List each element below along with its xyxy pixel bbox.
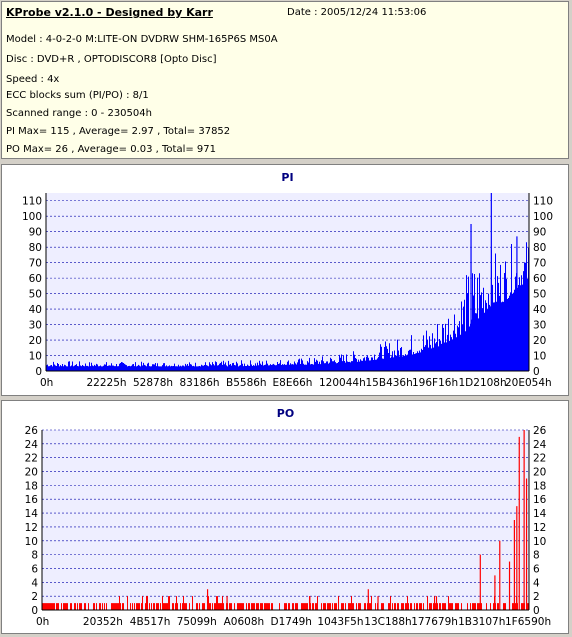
x-tick-label: D1749h <box>271 616 312 628</box>
x-tick-label: 15B436h <box>366 377 413 389</box>
y-tick-label-left: 24 <box>25 439 39 451</box>
y-tick-label-right: 14 <box>533 508 547 520</box>
x-tick-label: 13C188h <box>364 616 411 628</box>
y-tick-label-left: 8 <box>31 550 38 562</box>
y-tick-label-left: 30 <box>29 320 42 332</box>
y-tick-label-right: 70 <box>533 258 546 270</box>
info-panel: KProbe v2.1.0 - Designed by Karr Date : … <box>1 1 569 159</box>
y-tick-label-left: 80 <box>29 242 42 254</box>
y-tick-label-right: 20 <box>533 467 546 479</box>
y-tick-label-right: 26 <box>533 425 547 437</box>
x-tick-label: 4B517h <box>130 616 171 628</box>
series-bars <box>46 193 529 371</box>
scan-date: Date : 2005/12/24 11:53:06 <box>287 7 427 18</box>
y-tick-label-left: 22 <box>25 453 38 465</box>
y-tick-label-left: 4 <box>31 577 38 589</box>
y-tick-label-left: 14 <box>25 508 39 520</box>
po-chart-panel: PO 0 0 2 2 4 4 6 6 8 8 10 10 12 12 14 14 16 16 18 18 20 20 22 22… <box>1 400 569 634</box>
y-tick-label-right: 12 <box>533 522 546 534</box>
y-tick-label-left: 40 <box>29 304 42 316</box>
y-tick-label-right: 50 <box>533 289 546 301</box>
x-tick-label: 75099h <box>177 616 217 628</box>
x-tick-label: 1F6590h <box>505 616 551 628</box>
speed-line: Speed : 4x <box>6 74 60 85</box>
y-tick-label-right: 90 <box>533 227 546 239</box>
y-tick-label-right: 18 <box>533 480 546 492</box>
ecc-line: ECC blocks sum (PI/PO) : 8/1 <box>6 90 149 101</box>
y-tick-label-left: 18 <box>25 480 38 492</box>
y-tick-label-left: 12 <box>25 522 38 534</box>
pi-chart: PI 0 0 10 10 20 20 30 30 40 40 50 50 60 60 70 70 80 80 90 90… <box>22 171 553 389</box>
x-tick-label: B5586h <box>226 377 267 389</box>
x-tick-label: 52878h <box>133 377 173 389</box>
y-tick-label-left: 20 <box>29 335 42 347</box>
y-tick-label-right: 10 <box>533 351 546 363</box>
x-tick-label: A0608h <box>224 616 265 628</box>
y-tick-label-right: 20 <box>533 335 546 347</box>
y-tick-label-right: 0 <box>533 605 540 617</box>
y-tick-label-right: 40 <box>533 304 546 316</box>
y-tick-label-left: 70 <box>29 258 42 270</box>
y-tick-label-left: 50 <box>29 289 42 301</box>
y-tick-label-left: 26 <box>25 425 39 437</box>
x-tick-label: 0h <box>40 377 53 389</box>
y-tick-label-left: 20 <box>25 467 38 479</box>
x-tick-label: 177679h <box>411 616 458 628</box>
x-tick-label: 1D2108h <box>459 377 507 389</box>
y-tick-label-left: 90 <box>29 227 42 239</box>
y-tick-label-left: 16 <box>25 494 39 506</box>
model-line: Model : 4-0-2-0 M:LITE-ON DVDRW SHM-165P… <box>6 34 278 45</box>
y-tick-label-left: 10 <box>25 536 38 548</box>
y-tick-label-left: 60 <box>29 273 42 285</box>
y-tick-label-left: 100 <box>22 211 42 223</box>
y-tick-label-left: 0 <box>31 605 38 617</box>
range-line: Scanned range : 0 - 230504h <box>6 108 152 119</box>
y-tick-label-right: 24 <box>533 439 547 451</box>
series-bars <box>42 430 529 610</box>
y-tick-label-right: 10 <box>533 536 546 548</box>
y-tick-label-right: 0 <box>533 366 540 378</box>
y-tick-label-right: 2 <box>533 591 540 603</box>
x-tick-label: 1043F5h <box>317 616 363 628</box>
disc-line: Disc : DVD+R , OPTODISCOR8 [Opto Disc] <box>6 54 217 65</box>
y-tick-label-right: 4 <box>533 577 540 589</box>
y-tick-label-left: 10 <box>29 351 42 363</box>
x-tick-label: 0h <box>36 616 49 628</box>
pi-summary-line: PI Max= 115 , Average= 2.97 , Total= 378… <box>6 126 231 137</box>
x-tick-label: 20352h <box>83 616 123 628</box>
y-tick-label-left: 0 <box>35 366 42 378</box>
x-tick-label: 196F16h <box>412 377 458 389</box>
app-title: KProbe v2.1.0 - Designed by Karr <box>6 6 213 19</box>
y-tick-label-right: 8 <box>533 550 540 562</box>
y-tick-label-left: 110 <box>22 196 42 208</box>
chart-title: PI <box>281 171 293 184</box>
y-tick-label-left: 2 <box>31 591 38 603</box>
plot-area <box>42 430 529 610</box>
x-tick-label: 83186h <box>180 377 220 389</box>
x-tick-label: 22225h <box>87 377 127 389</box>
y-tick-label-right: 30 <box>533 320 546 332</box>
x-tick-label: E8E66h <box>273 377 313 389</box>
y-tick-label-right: 110 <box>533 196 553 208</box>
pi-chart-panel: PI 0 0 10 10 20 20 30 30 40 40 50 50 60 60 70 70 80 80 90 90… <box>1 164 569 396</box>
x-tick-label: 20E054h <box>505 377 552 389</box>
y-tick-label-right: 60 <box>533 273 546 285</box>
x-tick-label: 120044h <box>319 377 366 389</box>
y-tick-label-right: 80 <box>533 242 546 254</box>
y-tick-label-right: 100 <box>533 211 553 223</box>
x-tick-label: 1B3107h <box>458 616 505 628</box>
y-tick-label-left: 6 <box>31 563 38 575</box>
po-summary-line: PO Max= 26 , Average= 0.03 , Total= 971 <box>6 144 216 155</box>
y-tick-label-right: 16 <box>533 494 547 506</box>
y-tick-label-right: 22 <box>533 453 546 465</box>
y-tick-label-right: 6 <box>533 563 540 575</box>
chart-title: PO <box>277 407 294 420</box>
